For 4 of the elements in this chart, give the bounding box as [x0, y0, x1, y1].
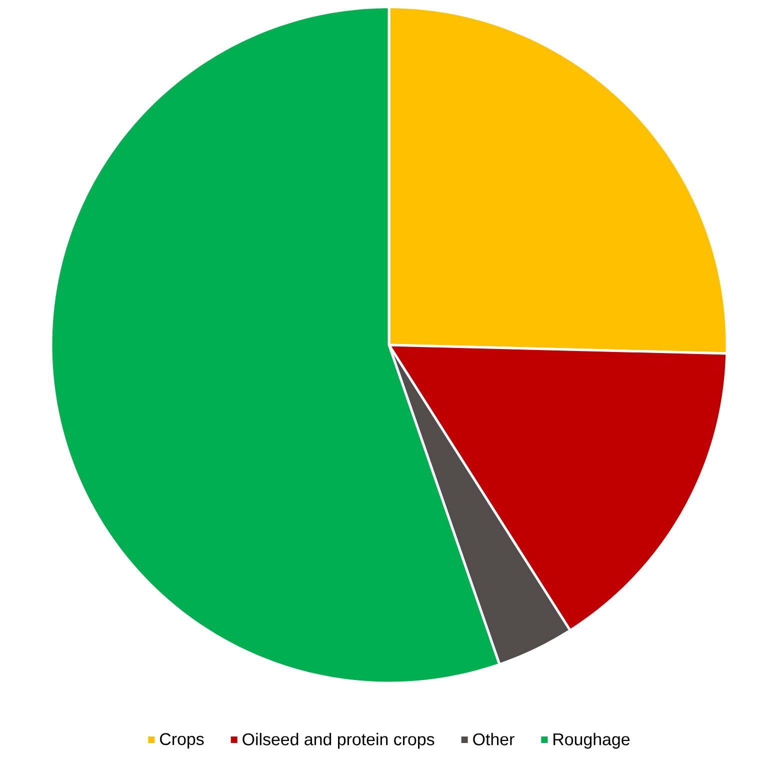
legend-label: Crops — [160, 733, 204, 748]
legend-label: Other — [473, 732, 514, 746]
legend-label: Oilseed and protein crops — [242, 732, 434, 749]
legend-label: Roughage — [554, 732, 630, 749]
